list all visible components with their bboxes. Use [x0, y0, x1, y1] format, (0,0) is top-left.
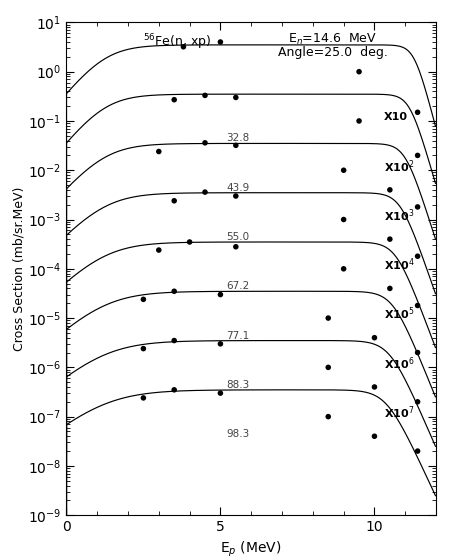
Point [155, 246, 163, 255]
Point [170, 336, 178, 345]
Text: X10$^6$: X10$^6$ [384, 355, 414, 372]
Point [170, 95, 178, 104]
Point [414, 108, 421, 117]
Point [155, 147, 163, 156]
Point [180, 43, 187, 52]
Point [201, 138, 209, 147]
Text: E$_n$=14.6  MeV: E$_n$=14.6 MeV [288, 32, 377, 48]
Point [414, 447, 421, 456]
Point [414, 252, 421, 261]
Point [414, 203, 421, 212]
Point [386, 185, 393, 194]
Point [201, 91, 209, 100]
Point [170, 385, 178, 394]
Point [324, 314, 332, 323]
Text: 88.3: 88.3 [227, 380, 250, 390]
Point [139, 394, 147, 403]
Point [232, 93, 239, 102]
Point [386, 284, 393, 293]
Point [386, 235, 393, 244]
Point [139, 344, 147, 353]
Point [356, 67, 363, 76]
Point [371, 432, 378, 441]
Point [170, 197, 178, 206]
Point [414, 398, 421, 407]
X-axis label: E$_p$ (MeV): E$_p$ (MeV) [220, 540, 282, 559]
Text: X10$^3$: X10$^3$ [384, 207, 414, 224]
Point [201, 188, 209, 197]
Y-axis label: Cross Section (mb/sr.MeV): Cross Section (mb/sr.MeV) [12, 186, 25, 351]
Text: 55.0: 55.0 [227, 232, 250, 242]
Text: 77.1: 77.1 [227, 330, 250, 340]
Text: X10$^5$: X10$^5$ [384, 306, 414, 323]
Text: Angle=25.0  deg.: Angle=25.0 deg. [278, 46, 388, 59]
Point [414, 301, 421, 310]
Point [139, 295, 147, 304]
Text: X10$^7$: X10$^7$ [384, 404, 414, 421]
Text: X10: X10 [384, 112, 408, 122]
Point [340, 215, 347, 224]
Point [340, 264, 347, 273]
Point [170, 287, 178, 296]
Point [186, 237, 193, 246]
Point [414, 151, 421, 160]
Text: X10$^2$: X10$^2$ [384, 158, 414, 175]
Text: $^{56}$Fe(n, xp): $^{56}$Fe(n, xp) [143, 32, 211, 52]
Point [217, 290, 224, 299]
Point [324, 412, 332, 421]
Point [217, 38, 224, 46]
Point [371, 382, 378, 391]
Point [232, 242, 239, 251]
Point [414, 348, 421, 357]
Text: 98.3: 98.3 [227, 429, 250, 439]
Text: 32.8: 32.8 [227, 133, 250, 143]
Point [356, 116, 363, 125]
Point [371, 333, 378, 342]
Point [217, 339, 224, 348]
Text: X10$^4$: X10$^4$ [384, 256, 414, 273]
Point [324, 363, 332, 372]
Point [217, 389, 224, 398]
Point [340, 166, 347, 175]
Point [232, 192, 239, 200]
Text: 67.2: 67.2 [227, 281, 250, 291]
Text: 43.9: 43.9 [227, 183, 250, 193]
Point [232, 141, 239, 150]
